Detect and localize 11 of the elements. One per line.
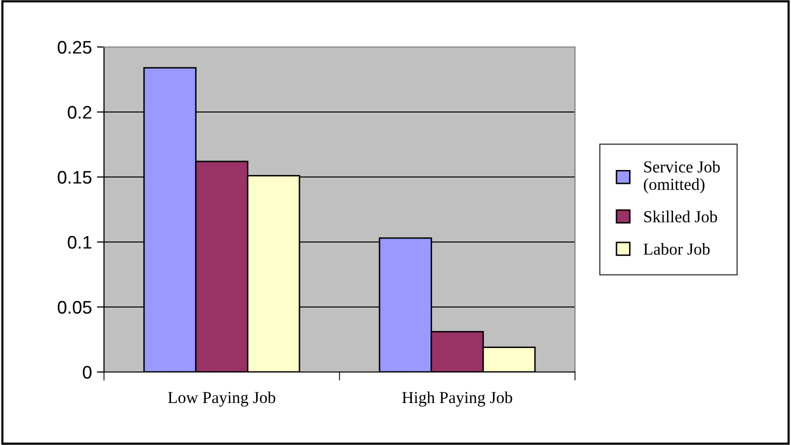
y-tick-label: 0.05 xyxy=(58,300,92,314)
legend-label: Service Job (omitted) xyxy=(644,160,720,194)
y-tick-label: 0.25 xyxy=(58,40,92,54)
y-tick-label: 0.1 xyxy=(68,236,92,249)
legend-label: Labor Job xyxy=(644,243,710,255)
y-tick-label: 0 xyxy=(82,366,92,379)
y-tick-label: 0.2 xyxy=(68,106,92,119)
x-tick-label: High Paying Job xyxy=(402,391,512,407)
legend-label: Skilled Job xyxy=(644,210,718,222)
x-tick-label: Low Paying Job xyxy=(168,391,276,407)
y-tick-label: 0.15 xyxy=(58,170,92,184)
